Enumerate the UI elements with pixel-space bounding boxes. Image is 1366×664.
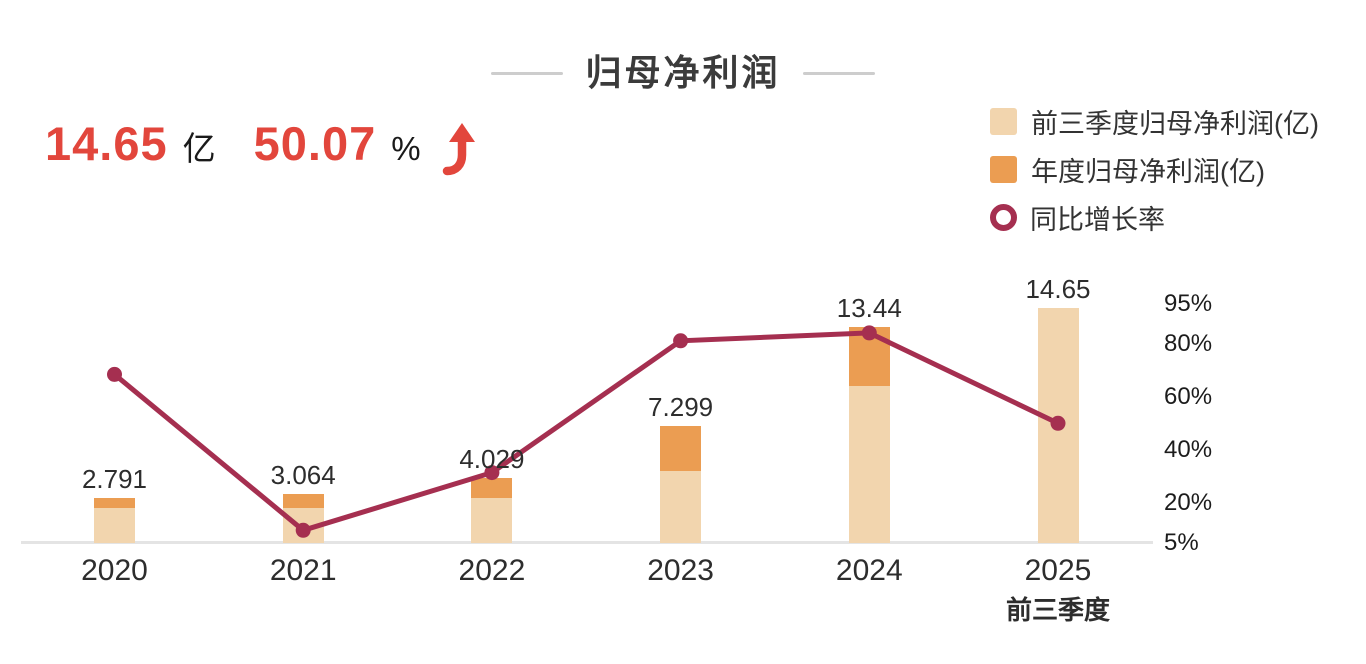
bar-value-label: 3.064 bbox=[270, 459, 336, 490]
page-title: 归母净利润 bbox=[585, 52, 781, 93]
legend-swatch-q3 bbox=[990, 108, 1017, 135]
title-dash-right bbox=[802, 71, 875, 75]
right-axis-tick: 95% bbox=[1164, 290, 1213, 318]
annual-bar-segment bbox=[471, 478, 513, 498]
growth-dot bbox=[673, 333, 689, 349]
stat-row: 14.65 亿 50.07 % bbox=[45, 116, 477, 176]
q3-bar-segment bbox=[1037, 308, 1079, 543]
right-axis-tick: 20% bbox=[1164, 489, 1213, 517]
bar-2023 bbox=[660, 425, 702, 543]
legend-swatch-annual bbox=[990, 156, 1017, 183]
right-axis-tick: 40% bbox=[1164, 436, 1213, 464]
legend: 前三季度归母净利润(亿) 年度归母净利润(亿) 同比增长率 bbox=[990, 106, 1319, 250]
growth-dot bbox=[107, 366, 122, 382]
legend-item-annual-profit: 年度归母净利润(亿) bbox=[990, 154, 1319, 187]
right-axis-tick: 60% bbox=[1164, 383, 1213, 410]
legend-item-growth-rate: 同比增长率 bbox=[990, 202, 1319, 235]
bar-value-label: 14.65 bbox=[1025, 274, 1091, 304]
q3-bar-segment bbox=[848, 385, 890, 543]
x-axis-sublabel: 前三季度 bbox=[1005, 595, 1110, 625]
bar-2020 bbox=[94, 498, 135, 543]
bar-2022 bbox=[471, 478, 513, 543]
legend-label-annual: 年度归母净利润(亿) bbox=[1031, 157, 1265, 187]
q3-bar-segment bbox=[660, 470, 702, 543]
x-axis-label: 2020 bbox=[81, 554, 148, 587]
title-row: 归母净利润 bbox=[0, 52, 1366, 94]
bar-2021 bbox=[282, 493, 324, 543]
stat-growth-value: 50.07 bbox=[253, 117, 377, 170]
annual-bar-segment bbox=[848, 327, 890, 386]
stat-unit: 亿 bbox=[182, 130, 216, 167]
x-axis-baseline bbox=[21, 541, 1153, 544]
annual-bar-segment bbox=[660, 425, 702, 471]
bar-2024 bbox=[848, 327, 890, 543]
x-axis-label: 2024 bbox=[835, 554, 903, 587]
x-axis-label: 2022 bbox=[458, 554, 526, 587]
q3-bar-segment bbox=[282, 507, 324, 543]
q3-bar-segment bbox=[471, 497, 513, 543]
legend-swatch-growth bbox=[990, 204, 1017, 231]
annual-bar-segment bbox=[282, 493, 324, 508]
growth-line bbox=[112, 330, 1060, 534]
x-axis-label: 2021 bbox=[269, 554, 337, 587]
bar-value-label: 4.029 bbox=[459, 444, 525, 475]
stat-growth-unit: % bbox=[391, 130, 421, 167]
right-axis-tick: 80% bbox=[1164, 329, 1213, 357]
annual-bar-segment bbox=[94, 498, 135, 509]
bar-value-label: 2.791 bbox=[81, 464, 148, 495]
legend-label-q3: 前三季度归母净利润(亿) bbox=[1031, 109, 1319, 139]
bar-value-label: 7.299 bbox=[648, 391, 714, 422]
bar-2025 bbox=[1037, 308, 1079, 543]
legend-label-growth: 同比增长率 bbox=[1030, 205, 1165, 235]
stat-value: 14.65 bbox=[45, 117, 168, 170]
legend-item-q3-profit: 前三季度归母净利润(亿) bbox=[990, 106, 1319, 139]
right-axis-tick: 5% bbox=[1164, 529, 1199, 556]
title-dash-left bbox=[491, 71, 564, 75]
q3-bar-segment bbox=[94, 508, 135, 543]
x-axis-label: 2025 bbox=[1024, 554, 1092, 587]
x-axis-label: 2023 bbox=[647, 554, 714, 587]
up-arrow-icon bbox=[442, 123, 475, 176]
bar-value-label: 13.44 bbox=[836, 293, 902, 324]
